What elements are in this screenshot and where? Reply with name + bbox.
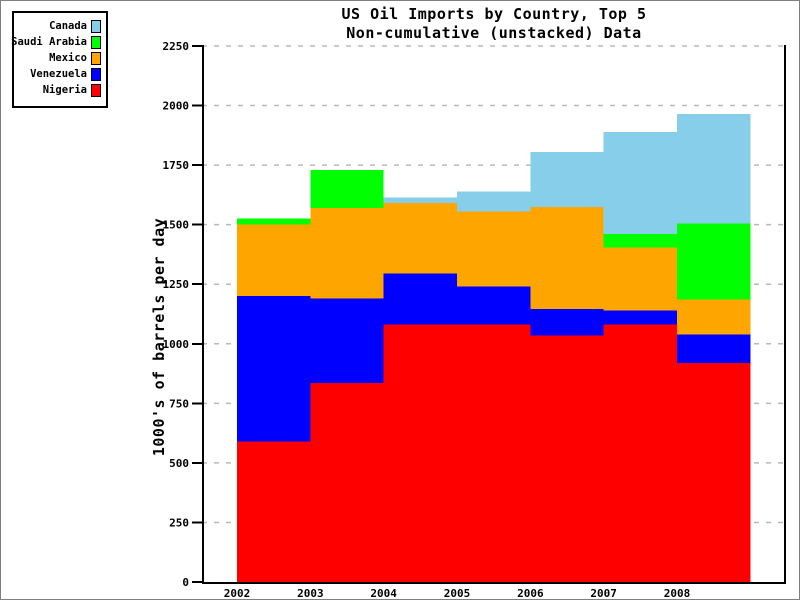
area-nigeria-2005 xyxy=(457,324,531,583)
legend-swatch-nigeria xyxy=(91,83,101,97)
chart-title-line1: US Oil Imports by Country, Top 5 xyxy=(341,5,647,23)
legend-label-nigeria: Nigeria xyxy=(42,84,87,96)
x-tick-label-2004: 2004 xyxy=(370,587,397,600)
x-tick-label-2005: 2005 xyxy=(444,587,471,600)
y-tick-label-750: 750 xyxy=(169,397,189,410)
area-nigeria-2006 xyxy=(530,335,604,583)
legend-item-nigeria: Nigeria xyxy=(14,82,106,98)
chart-title-line2: Non-cumulative (unstacked) Data xyxy=(346,24,642,42)
legend-label-canada: Canada xyxy=(49,20,87,32)
y-tick-label-0: 0 xyxy=(182,576,189,589)
legend: Canada Saudi Arabia Mexico Venezuela Nigeria xyxy=(11,11,108,108)
x-tick-label-2002: 2002 xyxy=(224,587,251,600)
legend-label-saudi-arabia: Saudi Arabia xyxy=(11,36,87,48)
y-tick-label-1250: 1250 xyxy=(163,278,190,291)
area-nigeria-2002 xyxy=(237,441,311,583)
legend-item-venezuela: Venezuela xyxy=(14,66,106,82)
chart-title: US Oil Imports by Country, Top 5 Non-cum… xyxy=(342,5,647,43)
legend-item-canada: Canada xyxy=(14,18,106,34)
legend-label-mexico: Mexico xyxy=(49,52,87,64)
area-nigeria-2008 xyxy=(677,362,751,583)
legend-item-saudi-arabia: Saudi Arabia xyxy=(11,34,106,50)
y-tick-label-1750: 1750 xyxy=(163,159,190,172)
area-nigeria-2003 xyxy=(310,383,384,583)
x-tick-label-2003: 2003 xyxy=(297,587,324,600)
legend-swatch-canada xyxy=(91,19,101,33)
y-tick-label-1000: 1000 xyxy=(163,338,190,351)
x-tick-label-2007: 2007 xyxy=(590,587,617,600)
series-nigeria xyxy=(237,324,751,583)
legend-swatch-venezuela xyxy=(91,67,101,81)
y-tick-label-2250: 2250 xyxy=(163,40,190,53)
y-tick-label-1500: 1500 xyxy=(163,219,190,232)
legend-swatch-saudi-arabia xyxy=(91,35,101,49)
area-nigeria-2007 xyxy=(603,324,677,583)
legend-label-venezuela: Venezuela xyxy=(30,68,87,80)
area-nigeria-2004 xyxy=(383,324,457,583)
y-tick-label-500: 500 xyxy=(169,457,189,470)
legend-swatch-mexico xyxy=(91,51,101,65)
x-tick-label-2008: 2008 xyxy=(664,587,691,600)
legend-item-mexico: Mexico xyxy=(14,50,106,66)
x-tick-label-2006: 2006 xyxy=(517,587,544,600)
y-tick-label-2000: 2000 xyxy=(163,100,190,113)
y-tick-label-250: 250 xyxy=(169,516,189,529)
